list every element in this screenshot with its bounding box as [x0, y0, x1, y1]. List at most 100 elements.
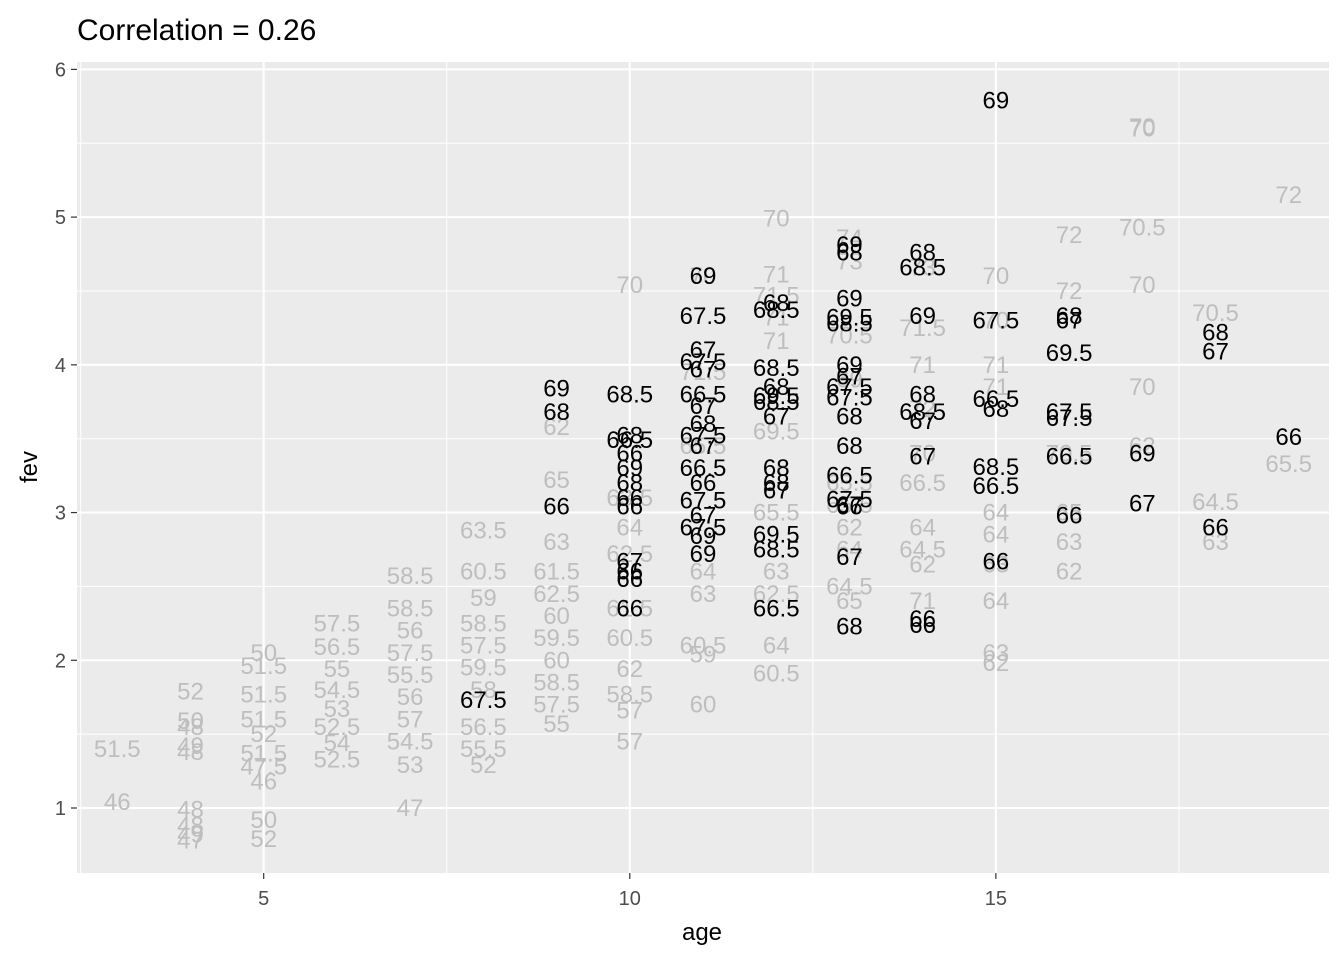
point-label-other: 63.5	[460, 517, 507, 544]
plot-panel	[77, 62, 1329, 873]
point-label-other: 57	[616, 729, 643, 756]
point-label-other: 70	[1129, 272, 1156, 299]
point-label-highlight: 67.5	[826, 384, 873, 411]
x-tick-label: 5	[258, 888, 269, 910]
point-label-highlight: 67	[909, 443, 936, 470]
point-label-other: 62.5	[753, 581, 800, 608]
point-label-highlight: 67.5	[1046, 405, 1093, 432]
point-label-highlight: 69	[543, 375, 570, 402]
point-label-highlight: 66	[616, 485, 643, 512]
point-label-other: 63	[983, 551, 1010, 578]
point-label-other: 71.5	[680, 359, 727, 386]
point-label-other: 49	[177, 822, 204, 849]
point-label-other: 70	[1129, 374, 1156, 401]
points-highlight-group: 67.569686668.56866.566696866666766666669…	[460, 87, 1302, 714]
point-label-other: 46	[250, 768, 277, 795]
point-label-other: 54.5	[314, 677, 361, 704]
point-label-other: 48	[177, 739, 204, 766]
point-label-other: 69	[836, 367, 863, 394]
point-label-other: 70	[763, 206, 790, 233]
y-tick-label: 5	[55, 207, 66, 229]
point-label-highlight: 68	[909, 381, 936, 408]
point-label-other: 62	[1056, 559, 1083, 586]
point-label-highlight: 67	[1202, 339, 1229, 366]
point-label-highlight: 67.5	[826, 486, 873, 513]
point-label-highlight: 67	[1056, 308, 1083, 335]
point-label-other: 62	[983, 650, 1010, 677]
point-label-other: 70	[1129, 114, 1156, 141]
point-label-other: 65	[543, 467, 570, 494]
point-label-highlight: 68.5	[973, 454, 1020, 481]
point-label-other: 57.5	[533, 692, 580, 719]
point-label-other: 51.5	[240, 740, 287, 767]
point-label-other: 71	[763, 328, 790, 355]
point-label-highlight: 69.5	[753, 383, 800, 410]
point-label-other: 62.5	[606, 541, 653, 568]
point-label-other: 53	[324, 696, 351, 723]
point-label-other: 61.5	[533, 559, 580, 586]
point-label-highlight: 69.5	[826, 305, 873, 332]
point-label-highlight: 66.5	[680, 455, 727, 482]
point-label-other: 70	[690, 263, 717, 290]
point-label-other: 60.5	[680, 633, 727, 660]
point-label-other: 71	[909, 352, 936, 379]
point-label-other: 63	[1056, 529, 1083, 556]
point-label-highlight: 66.5	[973, 386, 1020, 413]
point-label-other: 60	[543, 603, 570, 630]
point-label-other: 57	[616, 698, 643, 725]
point-label-other: 64.5	[826, 573, 873, 600]
point-label-highlight: 67.5	[973, 308, 1020, 335]
point-label-highlight: 66	[909, 606, 936, 633]
point-label-other: 61.5	[606, 596, 653, 623]
point-label-highlight: 68	[616, 423, 643, 450]
point-label-other: 60.5	[460, 559, 507, 586]
point-label-highlight: 68	[763, 455, 790, 482]
point-label-highlight: 66	[983, 548, 1010, 575]
point-label-other: 51.5	[240, 653, 287, 680]
point-label-other: 64.5	[1192, 489, 1239, 516]
point-label-other: 58.5	[533, 669, 580, 696]
point-label-other: 70.5	[1046, 440, 1093, 467]
point-label-highlight: 66	[616, 596, 643, 623]
point-label-other: 48	[177, 796, 204, 823]
point-label-other: 72	[909, 396, 936, 423]
point-label-highlight: 66	[909, 612, 936, 639]
point-label-other: 73	[909, 254, 936, 281]
point-label-other: 65	[1056, 500, 1083, 527]
point-label-other: 64	[690, 559, 717, 586]
point-label-highlight: 67	[690, 393, 717, 420]
point-label-other: 63	[983, 640, 1010, 667]
point-label-highlight: 67.5	[680, 488, 727, 515]
point-label-highlight: 68.5	[753, 297, 800, 324]
point-label-other: 71.5	[899, 315, 946, 342]
point-label-other: 60.5	[753, 661, 800, 688]
point-label-other: 65.5	[753, 500, 800, 527]
point-label-highlight: 67	[836, 364, 863, 391]
point-label-highlight: 67	[690, 356, 717, 383]
point-label-highlight: 66	[616, 440, 643, 467]
x-tick-label: 15	[985, 888, 1007, 910]
point-label-other: 58.5	[387, 563, 434, 590]
point-label-other: 62	[543, 414, 570, 441]
point-label-highlight: 69	[836, 285, 863, 312]
point-label-other: 62	[1129, 433, 1156, 460]
point-label-highlight: 68	[1202, 319, 1229, 346]
point-label-highlight: 66.5	[753, 596, 800, 623]
point-label-other: 71.5	[753, 282, 800, 309]
y-tick-label: 3	[55, 503, 66, 525]
point-label-highlight: 67	[690, 337, 717, 364]
chart-title: Correlation = 0.26	[77, 14, 316, 47]
point-label-other: 71	[909, 588, 936, 615]
point-label-highlight: 68	[836, 404, 863, 431]
point-label-other: 51.5	[240, 706, 287, 733]
point-label-highlight: 69	[690, 541, 717, 568]
point-label-highlight: 69	[909, 303, 936, 330]
point-label-other: 49	[177, 733, 204, 760]
point-label-highlight: 67	[616, 548, 643, 575]
point-label-other: 63	[690, 581, 717, 608]
point-label-other: 70	[1129, 115, 1156, 142]
point-label-other: 57.5	[460, 633, 507, 660]
point-label-other: 71	[983, 352, 1010, 379]
